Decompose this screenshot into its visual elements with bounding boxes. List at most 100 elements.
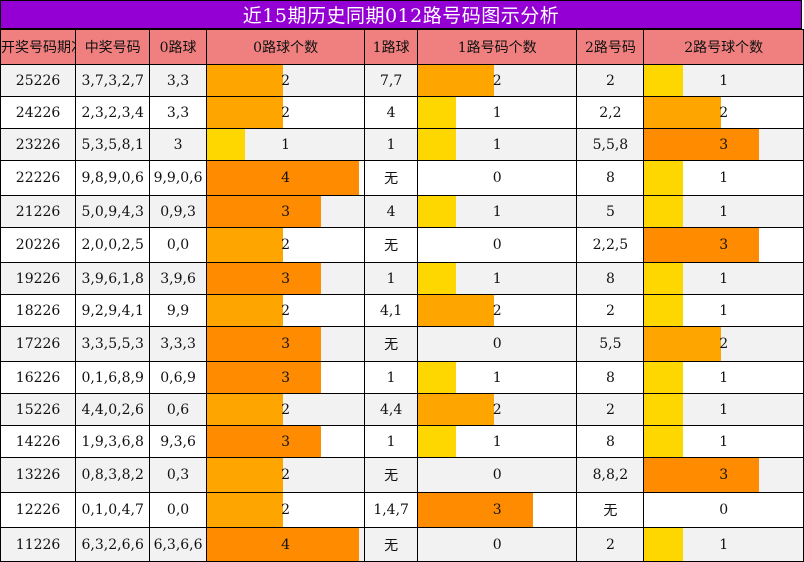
- issue-cell: 17226: [0, 326, 77, 362]
- route2-count-cell: 1: [643, 393, 804, 426]
- route1-count-cell-bar: [418, 129, 457, 160]
- route1-count-cell-bar: [418, 196, 457, 227]
- route2-count-cell-bar: [644, 327, 721, 361]
- header-row: 开奖号码期次 中奖号码 0路球 0路球个数 1路球 1路号码个数 2路号码 2路…: [0, 29, 804, 65]
- route1-count-cell-value: 1: [492, 270, 502, 287]
- route0-count-cell-bar: [207, 362, 321, 393]
- numbers-cell: 0,1,6,8,9: [75, 361, 151, 394]
- route0-balls-cell: 0,3: [149, 457, 207, 493]
- route1-count-cell: 2: [416, 64, 578, 97]
- route2-count-cell-value: 1: [719, 270, 729, 287]
- route2-balls-cell: 8,8,2: [576, 457, 645, 493]
- route2-balls-cell: 8: [576, 361, 645, 394]
- route0-count-cell-value: 3: [281, 203, 291, 220]
- route0-count-cell-value: 2: [281, 401, 291, 418]
- route2-count-cell: 1: [643, 425, 804, 458]
- table-row: 18226 9,2,9,4,1 9,9 2 4,1 2 2 1: [0, 294, 804, 327]
- route0-balls-cell: 3,3: [149, 96, 207, 129]
- issue-cell: 11226: [0, 527, 77, 562]
- route0-count-cell-bar: [207, 426, 321, 457]
- route1-balls-cell: 1: [364, 262, 418, 295]
- route0-count-cell: 2: [205, 492, 366, 528]
- route2-count-cell-value: 1: [719, 203, 729, 220]
- route0-count-cell-bar: [207, 65, 283, 96]
- header-route0-count: 0路球个数: [205, 29, 366, 65]
- route0-count-cell-value: 4: [281, 536, 291, 553]
- table-row: 11226 6,3,2,6,6 6,3,6,6 4 无 0 2 1: [0, 527, 804, 562]
- route0-count-cell-bar: [207, 129, 245, 160]
- route1-count-cell-value: 0: [492, 170, 502, 186]
- route0-count-cell-value: 3: [281, 369, 291, 386]
- route0-count-cell: 2: [205, 457, 366, 493]
- route1-count-cell: 1: [416, 195, 578, 228]
- route0-count-cell-value: 3: [281, 336, 291, 352]
- route1-balls-cell: 4: [364, 195, 418, 228]
- route2-count-cell-value: 1: [719, 72, 729, 89]
- issue-cell: 20226: [0, 227, 77, 263]
- route1-count-cell-bar: [418, 263, 457, 294]
- route0-balls-cell: 6,3,6,6: [149, 527, 207, 562]
- route2-count-cell-value: 2: [719, 104, 729, 121]
- issue-cell: 13226: [0, 457, 77, 493]
- route2-count-cell-bar: [644, 263, 683, 294]
- route2-balls-cell: 8: [576, 160, 645, 196]
- issue-cell: 18226: [0, 294, 77, 327]
- issue-cell: 24226: [0, 96, 77, 129]
- route2-balls-cell: 2: [576, 294, 645, 327]
- route0-count-cell-value: 2: [281, 104, 291, 121]
- route1-count-cell-bar: [418, 394, 495, 425]
- route2-balls-cell: 2: [576, 393, 645, 426]
- route2-count-cell: 3: [643, 227, 804, 263]
- route0-count-cell: 3: [205, 195, 366, 228]
- table-row: 17226 3,3,5,5,3 3,3,3 3 无 0 5,5 2: [0, 326, 804, 362]
- route2-count-cell-bar: [644, 458, 760, 492]
- route1-count-cell: 0: [416, 227, 578, 263]
- route0-count-cell: 4: [205, 527, 366, 562]
- route2-count-cell: 3: [643, 128, 804, 161]
- route0-count-cell-value: 1: [281, 136, 291, 153]
- route2-count-cell: 2: [643, 96, 804, 129]
- route2-count-cell-value: 1: [719, 433, 729, 450]
- numbers-cell: 9,2,9,4,1: [75, 294, 151, 327]
- table-row: 16226 0,1,6,8,9 0,6,9 3 1 1 8 1: [0, 361, 804, 394]
- route0-balls-cell: 0,6: [149, 393, 207, 426]
- route2-count-cell-value: 1: [719, 302, 729, 319]
- header-numbers: 中奖号码: [75, 29, 151, 65]
- route0-count-cell-value: 2: [281, 467, 291, 483]
- route0-count-cell: 3: [205, 326, 366, 362]
- route0-balls-cell: 0,6,9: [149, 361, 207, 394]
- table-row: 21226 5,0,9,4,3 0,9,3 3 4 1 5 1: [0, 195, 804, 228]
- route2-balls-cell: 无: [576, 492, 645, 528]
- route1-count-cell-value: 2: [492, 72, 502, 89]
- route1-count-cell-value: 0: [492, 336, 502, 352]
- numbers-cell: 2,0,0,2,5: [75, 227, 151, 263]
- route0-count-cell-value: 2: [281, 302, 291, 319]
- route0-balls-cell: 3: [149, 128, 207, 161]
- route1-balls-cell: 无: [364, 160, 418, 196]
- route1-balls-cell: 无: [364, 326, 418, 362]
- route0-count-cell-bar: [207, 327, 321, 361]
- table-row: 23226 5,3,5,8,1 3 1 1 1 5,5,8 3: [0, 128, 804, 161]
- chart-title: 近15期历史同期012路号码图示分析: [0, 0, 802, 29]
- route2-balls-cell: 5,5: [576, 326, 645, 362]
- route0-count-cell-bar: [207, 228, 283, 262]
- route0-count-cell: 4: [205, 160, 366, 196]
- route2-count-cell-value: 3: [719, 136, 729, 153]
- route0-count-cell-bar: [207, 161, 359, 195]
- issue-cell: 25226: [0, 64, 77, 97]
- issue-cell: 22226: [0, 160, 77, 196]
- route1-count-cell: 0: [416, 527, 578, 562]
- header-route2-count: 2路号球个数: [643, 29, 804, 65]
- route0-count-cell-value: 4: [281, 170, 291, 186]
- route1-count-cell: 3: [416, 492, 578, 528]
- route1-count-cell-value: 1: [492, 104, 502, 121]
- route1-count-cell-value: 3: [492, 502, 502, 518]
- route0-count-cell-bar: [207, 263, 321, 294]
- route0-balls-cell: 3,3,3: [149, 326, 207, 362]
- route0-count-cell: 2: [205, 64, 366, 97]
- route1-count-cell-bar: [418, 295, 495, 326]
- route2-count-cell-bar: [644, 97, 721, 128]
- numbers-cell: 3,3,5,5,3: [75, 326, 151, 362]
- table-row: 22226 9,8,9,0,6 9,9,0,6 4 无 0 8 1: [0, 160, 804, 196]
